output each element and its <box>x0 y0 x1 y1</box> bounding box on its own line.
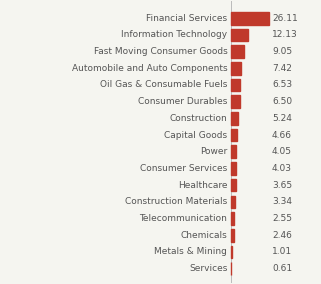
Bar <box>230 229 234 242</box>
Text: 4.03: 4.03 <box>272 164 292 173</box>
Text: Capital Goods: Capital Goods <box>164 131 227 139</box>
Text: Healthcare: Healthcare <box>178 181 227 190</box>
Bar <box>230 262 231 275</box>
Bar <box>230 212 234 225</box>
Bar <box>230 129 237 141</box>
Text: 7.42: 7.42 <box>272 64 292 73</box>
Bar <box>230 29 248 41</box>
Text: 2.55: 2.55 <box>272 214 292 223</box>
Text: 4.66: 4.66 <box>272 131 292 139</box>
Bar <box>230 179 236 191</box>
Text: 5.24: 5.24 <box>272 114 292 123</box>
Text: Power: Power <box>200 147 227 156</box>
Text: Consumer Services: Consumer Services <box>140 164 227 173</box>
Text: Metals & Mining: Metals & Mining <box>154 247 227 256</box>
Text: Construction: Construction <box>169 114 227 123</box>
Text: 12.13: 12.13 <box>272 30 298 39</box>
Text: 3.65: 3.65 <box>272 181 292 190</box>
Text: Chemicals: Chemicals <box>181 231 227 240</box>
Text: 26.11: 26.11 <box>272 14 298 23</box>
Bar <box>230 12 269 24</box>
Text: 4.05: 4.05 <box>272 147 292 156</box>
Bar <box>230 79 240 91</box>
Text: Oil Gas & Consumable Fuels: Oil Gas & Consumable Fuels <box>100 80 227 89</box>
Text: Automobile and Auto Components: Automobile and Auto Components <box>72 64 227 73</box>
Text: Telecommunication: Telecommunication <box>139 214 227 223</box>
Text: 0.61: 0.61 <box>272 264 292 273</box>
Text: 2.46: 2.46 <box>272 231 292 240</box>
Text: 6.53: 6.53 <box>272 80 292 89</box>
Text: Financial Services: Financial Services <box>146 14 227 23</box>
Bar <box>230 162 236 175</box>
Text: 1.01: 1.01 <box>272 247 292 256</box>
Bar <box>230 45 244 58</box>
Text: Fast Moving Consumer Goods: Fast Moving Consumer Goods <box>94 47 227 56</box>
Bar <box>230 195 235 208</box>
Text: Construction Materials: Construction Materials <box>125 197 227 206</box>
Text: Information Technology: Information Technology <box>121 30 227 39</box>
Text: 6.50: 6.50 <box>272 97 292 106</box>
Text: Consumer Durables: Consumer Durables <box>138 97 227 106</box>
Text: Services: Services <box>189 264 227 273</box>
Text: 3.34: 3.34 <box>272 197 292 206</box>
Bar <box>230 145 237 158</box>
Bar <box>230 95 240 108</box>
Bar <box>230 112 238 125</box>
Text: 9.05: 9.05 <box>272 47 292 56</box>
Bar <box>230 62 241 75</box>
Bar <box>230 246 232 258</box>
